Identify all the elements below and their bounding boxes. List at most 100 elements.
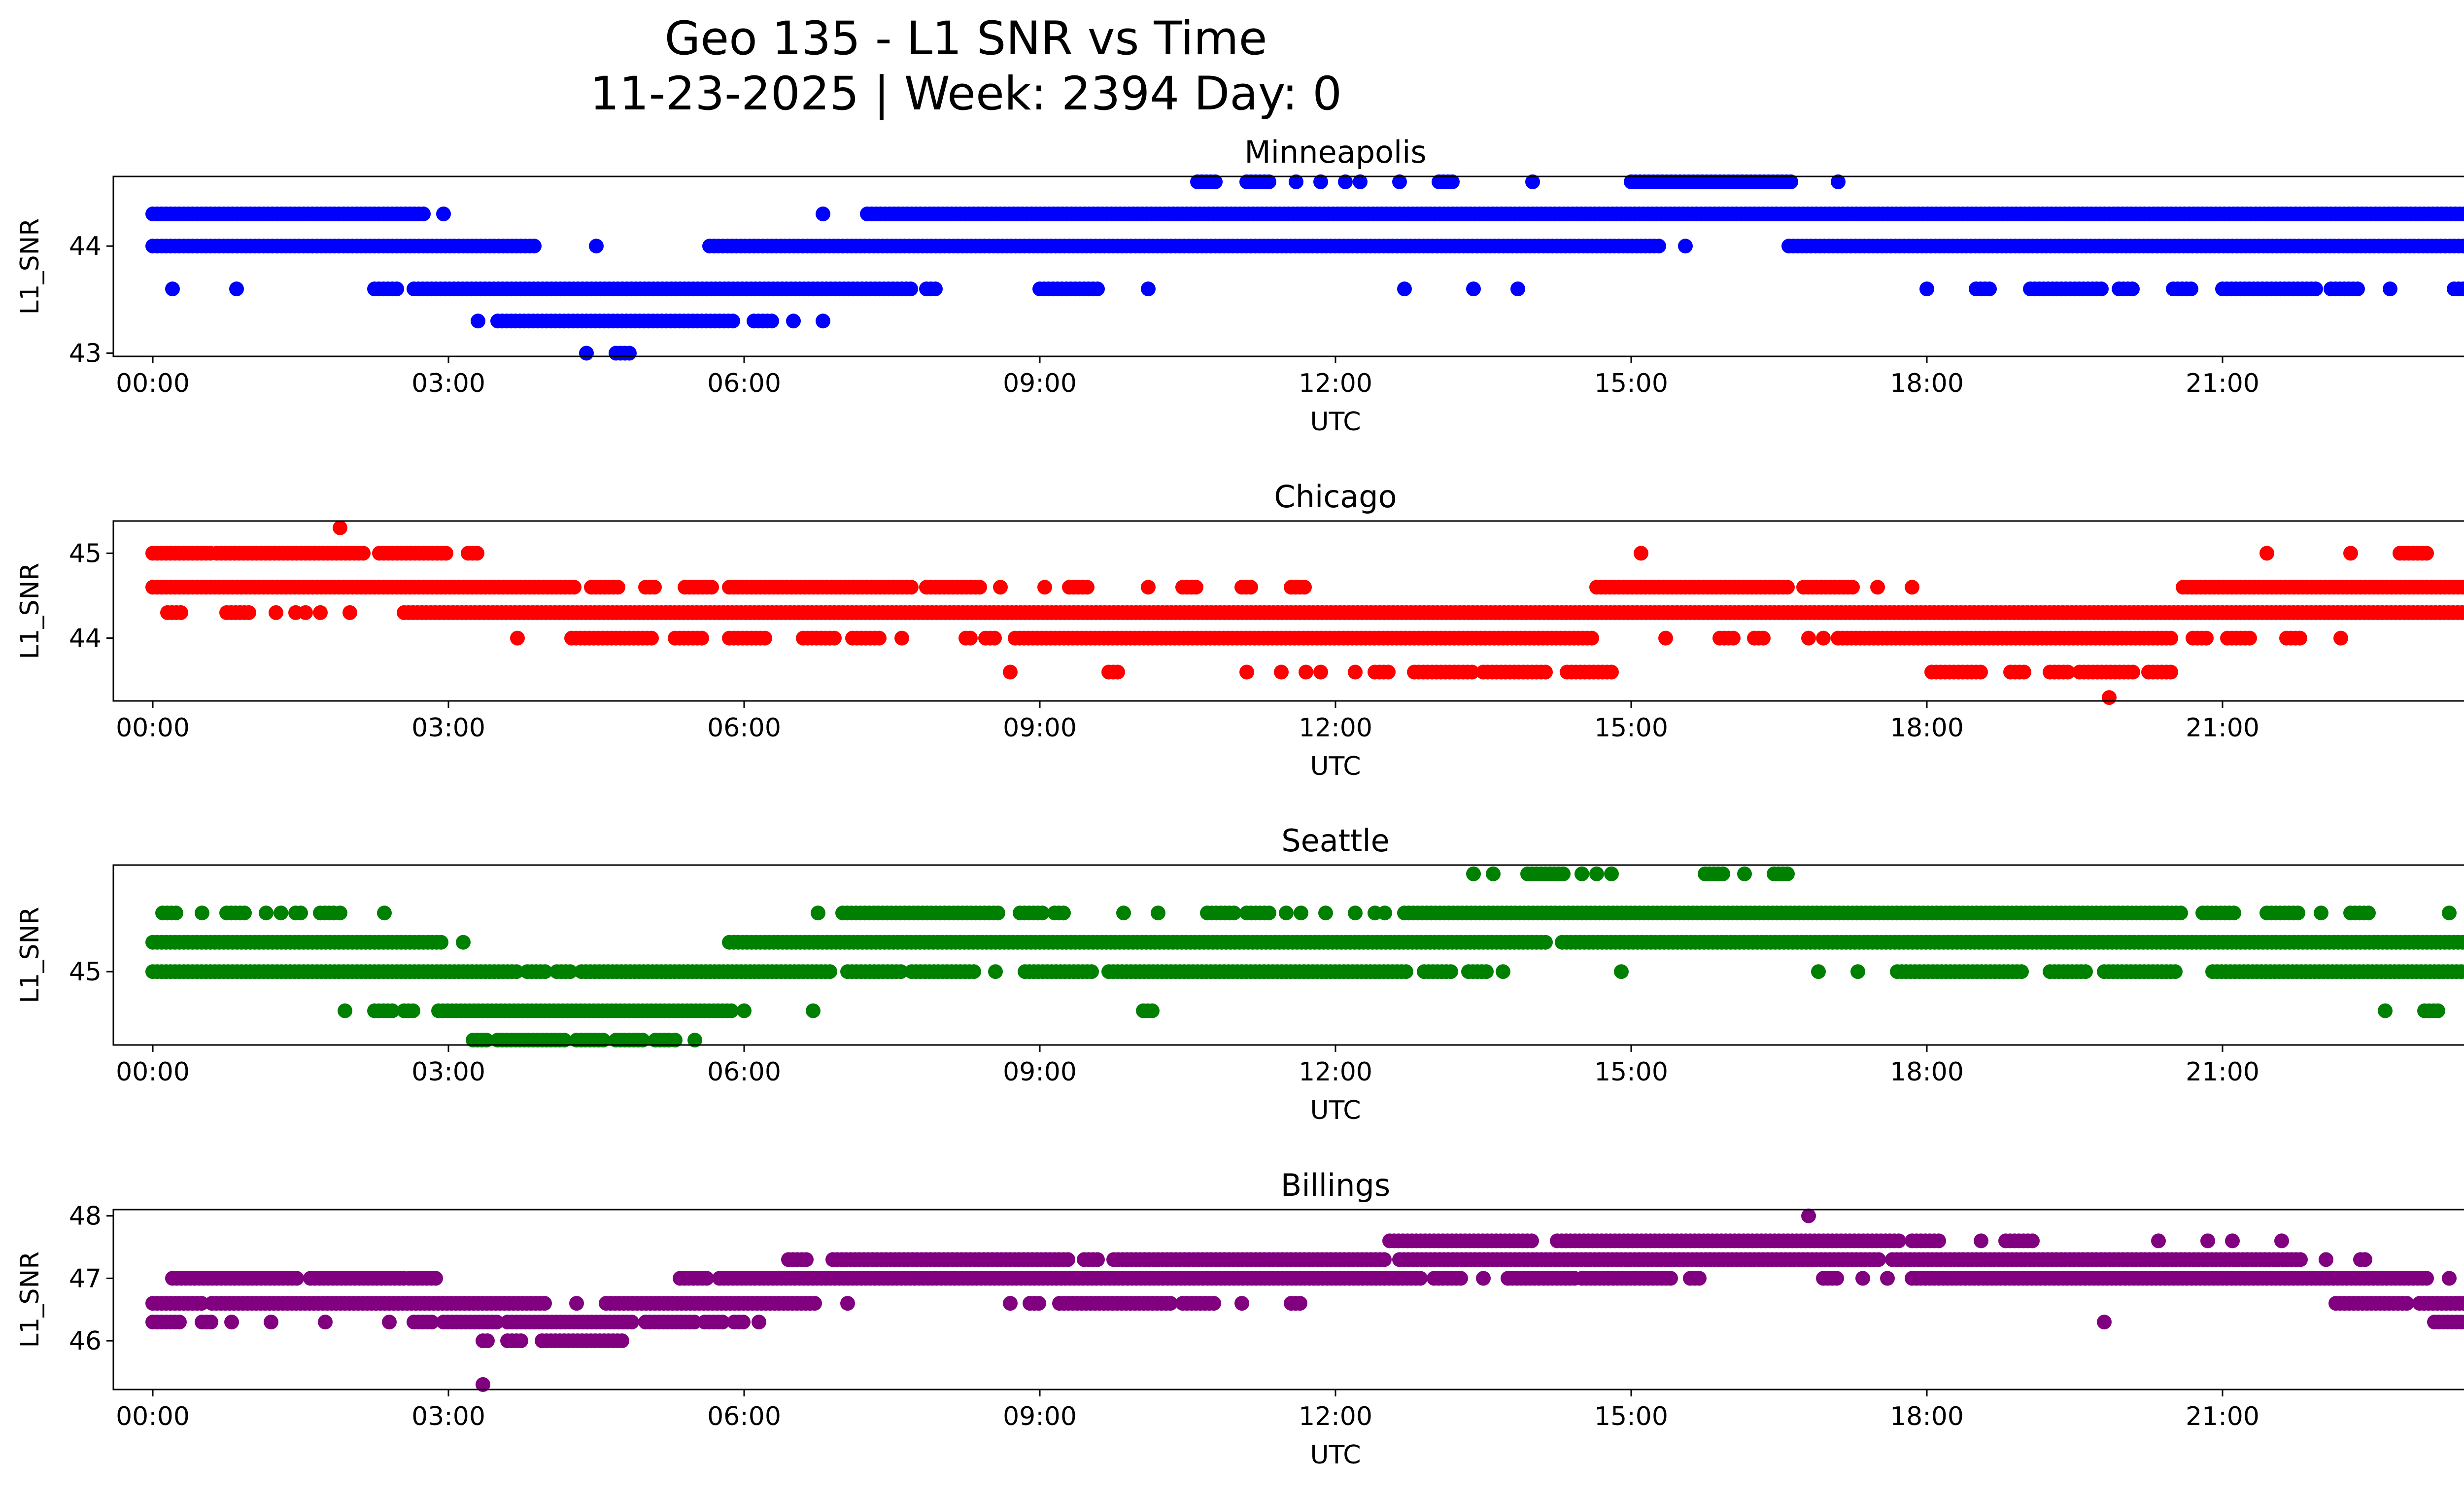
- chart-4-point: [480, 1333, 495, 1349]
- chart-3-point: [988, 964, 1003, 979]
- chart-3-xtick-label: 12:00: [1299, 1057, 1372, 1087]
- chart-4-title: Billings: [1281, 1167, 1390, 1203]
- chart-4-point: [1692, 1271, 1707, 1286]
- chart-1-point: [1525, 174, 1540, 189]
- chart-1-point: [1831, 174, 1846, 189]
- chart-4-point: [382, 1315, 397, 1330]
- chart-2-point: [333, 520, 347, 535]
- chart-1-point: [764, 313, 779, 329]
- chart-3-ylabel: L1_SNR: [15, 906, 45, 1003]
- chart-4-point: [1003, 1296, 1018, 1311]
- chart-1-point: [928, 281, 943, 297]
- chart-2-point: [1538, 664, 1553, 680]
- chart-3-point: [1294, 905, 1308, 921]
- chart-4-point: [1413, 1271, 1428, 1286]
- chart-1-point: [165, 281, 180, 297]
- chart-2-point: [987, 630, 1002, 646]
- chart-2-point: [1756, 630, 1771, 646]
- chart-3-point: [333, 905, 347, 921]
- chart-4-point: [1090, 1252, 1105, 1267]
- chart-4-point: [736, 1315, 751, 1330]
- chart-3-xtick-label: 03:00: [411, 1057, 485, 1087]
- chart-1-point: [1510, 281, 1525, 297]
- chart-4-point: [1234, 1296, 1249, 1311]
- chart-3-point: [2078, 964, 2093, 979]
- chart-1-point: [2094, 281, 2109, 297]
- chart-1-ytick-label: 44: [69, 232, 102, 261]
- chart-3-point: [2014, 964, 2029, 979]
- figure-title-line1: Geo 135 - L1 SNR vs Time: [665, 12, 1267, 66]
- chart-4-point: [289, 1271, 304, 1286]
- chart-2-point: [993, 580, 1008, 595]
- chart-3-point: [2458, 964, 2464, 979]
- chart-4-point: [1377, 1252, 1392, 1267]
- chart-2-point: [439, 546, 453, 561]
- chart-3-point: [509, 964, 524, 979]
- chart-2-point: [1726, 630, 1741, 646]
- chart-4-point: [1880, 1271, 1895, 1286]
- chart-1-point: [471, 313, 485, 329]
- chart-3-point: [2460, 935, 2464, 949]
- chart-3-point: [1318, 905, 1333, 921]
- chart-4-point: [807, 1296, 822, 1311]
- chart-3-point: [1348, 905, 1363, 921]
- chart-3-point: [434, 935, 448, 950]
- chart-3-point: [1479, 964, 1494, 979]
- chart-2-point: [1313, 664, 1328, 680]
- chart-4-point: [318, 1315, 333, 1330]
- chart-3-point: [811, 905, 825, 921]
- chart-4-point: [840, 1296, 855, 1311]
- chart-2-point: [1604, 664, 1619, 680]
- chart-4-point: [569, 1296, 584, 1311]
- chart-2-point: [470, 546, 484, 561]
- chart-4-point: [615, 1333, 629, 1349]
- chart-3-title: Seattle: [1281, 823, 1389, 859]
- chart-3-point: [2314, 905, 2328, 921]
- chart-3-point: [195, 905, 209, 921]
- chart-1-point: [622, 346, 637, 361]
- chart-3-point: [1486, 866, 1501, 881]
- chart-1-point: [2125, 281, 2140, 297]
- chart-3-xlabel: UTC: [1310, 1096, 1361, 1125]
- chart-4-point: [1453, 1271, 1468, 1286]
- chart-4-point: [2461, 1297, 2464, 1310]
- chart-2-point: [644, 630, 659, 646]
- chart-1-xtick-label: 15:00: [1594, 369, 1668, 398]
- chart-1-point: [1392, 174, 1407, 189]
- chart-2-xlabel: UTC: [1310, 752, 1361, 781]
- chart-3-point: [1279, 905, 1294, 921]
- chart-1-point: [527, 239, 542, 254]
- chart-3-xtick-label: 15:00: [1594, 1057, 1668, 1087]
- chart-2-point: [1584, 630, 1599, 646]
- chart-2-point: [1816, 630, 1831, 646]
- chart-4-point: [2399, 1296, 2414, 1311]
- chart-3-point: [991, 905, 1005, 921]
- chart-2-point: [827, 630, 842, 646]
- chart-4-point: [513, 1333, 528, 1349]
- chart-4-point: [699, 1271, 714, 1286]
- chart-2-ytick-label: 44: [69, 624, 102, 654]
- chart-1-point: [1678, 239, 1693, 254]
- chart-1-point: [1919, 281, 1934, 297]
- chart-3-point: [259, 905, 274, 921]
- chart-2-point: [1780, 580, 1795, 595]
- chart-3-point: [385, 1003, 400, 1018]
- chart-1-point: [1208, 174, 1223, 189]
- chart-2-point: [2017, 664, 2031, 680]
- chart-4-point: [1476, 1271, 1491, 1286]
- chart-3-point: [237, 905, 252, 921]
- chart-2-point: [1297, 580, 1312, 595]
- chart-2-point: [313, 605, 328, 620]
- chart-1-point: [579, 346, 594, 361]
- chart-2-point: [704, 580, 719, 595]
- chart-1-ytick-label: 43: [69, 339, 102, 368]
- chart-3-point: [1151, 905, 1165, 921]
- chart-3-point: [2226, 905, 2241, 921]
- chart-4-point: [2463, 1318, 2464, 1327]
- chart-1-xtick-label: 03:00: [411, 369, 485, 398]
- chart-1-xlabel: UTC: [1310, 407, 1361, 437]
- chart-3-point: [2173, 905, 2188, 921]
- chart-4-point: [799, 1252, 814, 1267]
- chart-3-points: [145, 866, 2464, 1048]
